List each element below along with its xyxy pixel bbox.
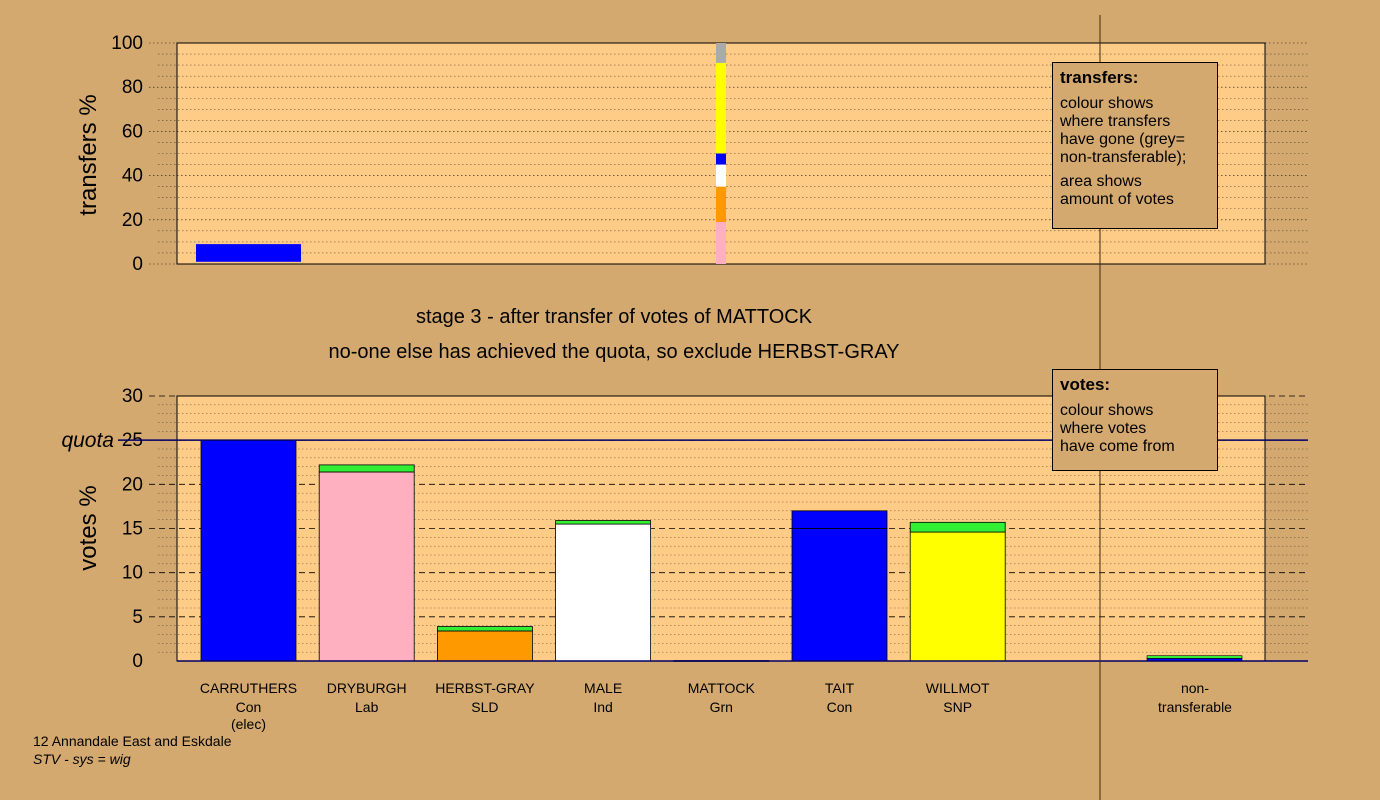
votes-y-tick-label: 0 xyxy=(132,651,143,672)
candidate-name-label: DRYBURGH xyxy=(327,680,407,696)
transfer-recipient-bar xyxy=(196,244,301,262)
transfer-column-segment xyxy=(716,164,726,187)
legend-transfers-title: transfers: xyxy=(1060,68,1139,87)
transfers-y-tick-label: 0 xyxy=(132,254,143,275)
candidate-party-label: Grn xyxy=(710,699,733,715)
vote-bar-segment xyxy=(318,464,415,473)
non-transferable-label-line2: transferable xyxy=(1158,699,1232,715)
vote-bar-segment xyxy=(791,528,888,662)
footer-system: STV - sys = wig xyxy=(33,751,131,767)
transfers-y-tick-label: 60 xyxy=(122,121,143,142)
transfer-column-segment xyxy=(716,222,726,264)
footer-constituency: 12 Annandale East and Eskdale xyxy=(33,733,232,749)
votes-y-tick-label: 5 xyxy=(132,607,143,628)
transfers-y-tick-label: 100 xyxy=(111,33,143,54)
transfers-y-tick-label: 80 xyxy=(122,77,143,98)
candidate-party-label: Lab xyxy=(355,699,379,715)
vote-bar-segment xyxy=(436,630,533,662)
legend-votes-body1: colour shows where votes have come from xyxy=(1060,402,1175,455)
legend-transfers-body2: area shows amount of votes xyxy=(1060,173,1174,208)
quota-label: quota xyxy=(61,429,114,452)
legend-transfers-body1: colour shows where transfers have gone (… xyxy=(1060,95,1187,166)
transfer-column-segment xyxy=(716,62,726,154)
legend-votes: votes: colour shows where votes have com… xyxy=(1052,369,1218,471)
candidate-party-label: Con xyxy=(827,699,853,715)
candidate-note-label: (elec) xyxy=(231,716,266,732)
transfer-column-segment xyxy=(716,186,726,223)
vote-bar-segment xyxy=(791,510,888,529)
vote-bar-segment xyxy=(909,521,1006,533)
votes-y-tick-label: 10 xyxy=(122,563,143,584)
candidate-name-label: MATTOCK xyxy=(688,680,756,696)
candidate-name-label: HERBST-GRAY xyxy=(435,680,535,696)
stage-title: stage 3 - after transfer of votes of MAT… xyxy=(416,306,813,328)
votes-y-tick-label: 15 xyxy=(122,519,143,540)
non-transferable-label-line1: non- xyxy=(1181,680,1209,696)
votes-y-tick-label: 30 xyxy=(122,386,143,407)
transfer-column-segment xyxy=(716,43,726,63)
candidate-party-label: SLD xyxy=(471,699,498,715)
votes-y-tick-label: 20 xyxy=(122,474,143,495)
non-transferable-bar-segment xyxy=(1146,655,1243,659)
candidate-name-label: WILLMOT xyxy=(926,680,990,696)
stage-subtitle: no-one else has achieved the quota, so e… xyxy=(328,341,899,363)
votes-y-axis-label: votes % xyxy=(75,485,102,570)
candidate-party-label: Con xyxy=(236,699,262,715)
vote-bar-segment xyxy=(436,626,533,632)
candidate-name-label: TAIT xyxy=(825,680,855,696)
transfers-y-tick-label: 20 xyxy=(122,210,143,231)
candidate-name-label: MALE xyxy=(584,680,622,696)
transfer-column-segment xyxy=(716,153,726,165)
vote-bar-segment xyxy=(909,531,1006,662)
transfers-y-tick-label: 40 xyxy=(122,166,143,187)
legend-transfers: transfers: colour shows where transfers … xyxy=(1052,62,1218,229)
legend-votes-title: votes: xyxy=(1060,375,1111,394)
vote-bar-segment xyxy=(200,439,297,662)
transfers-y-axis-label: transfers % xyxy=(75,94,102,215)
candidate-party-label: Ind xyxy=(593,699,612,715)
vote-bar-segment xyxy=(555,520,651,525)
vote-bar-segment xyxy=(318,471,415,662)
candidate-name-label: CARRUTHERS xyxy=(200,680,297,696)
candidate-party-label: SNP xyxy=(943,699,972,715)
vote-bar-segment xyxy=(555,523,651,662)
